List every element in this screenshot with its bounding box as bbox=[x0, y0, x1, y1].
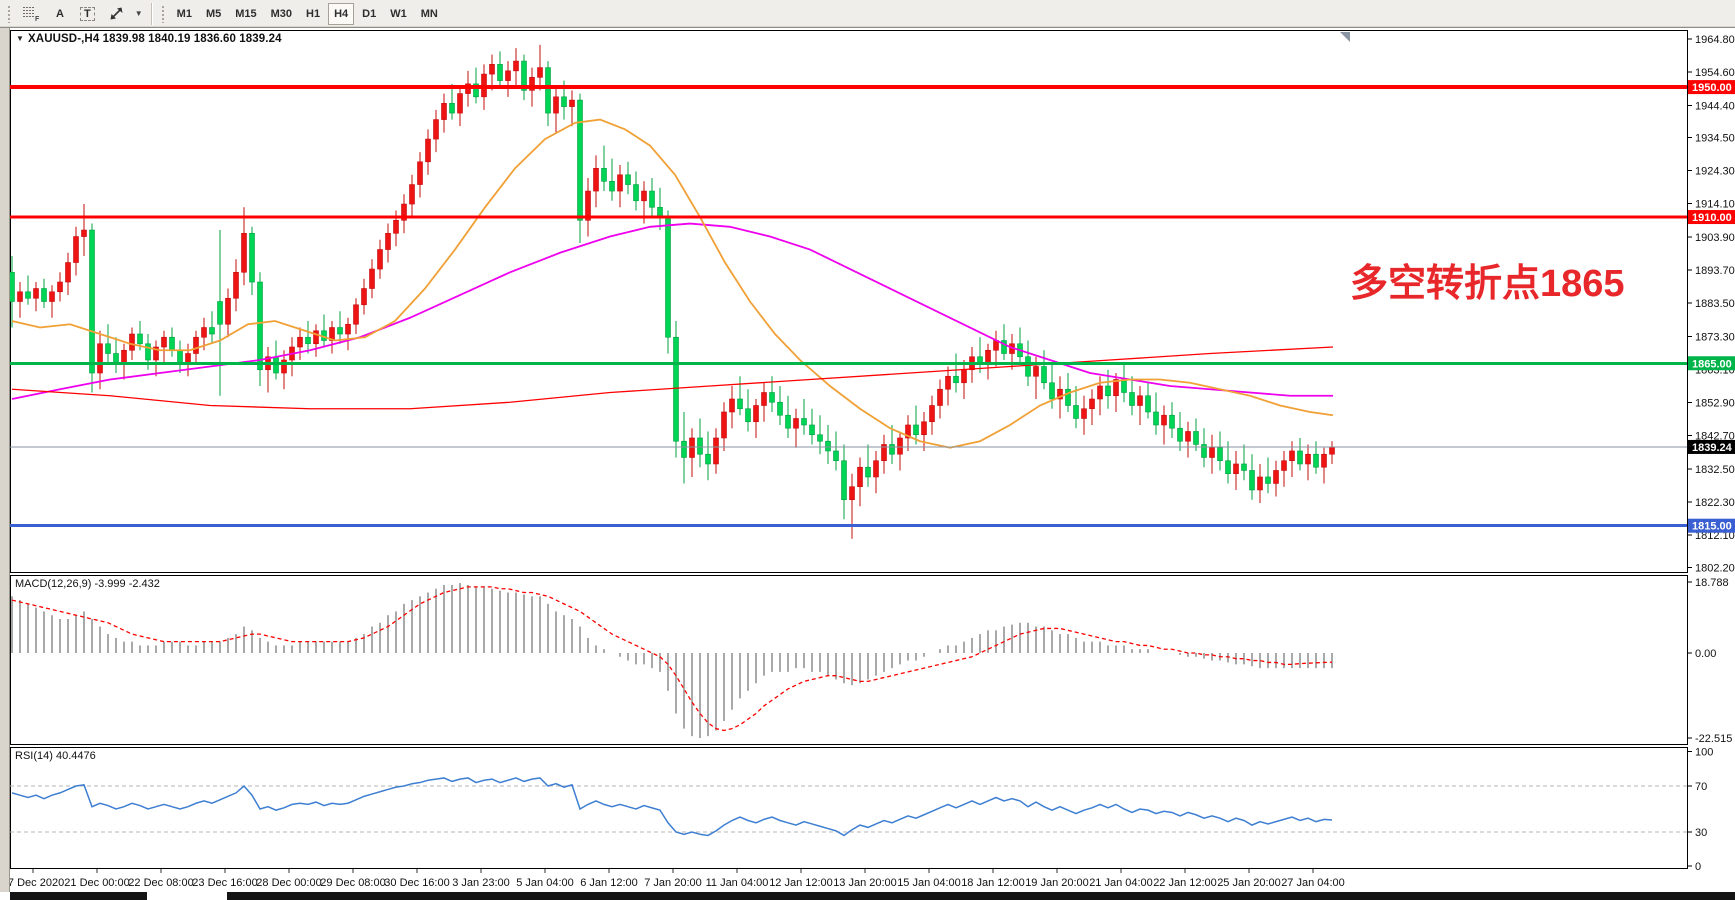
svg-text:0: 0 bbox=[1695, 861, 1701, 873]
taskbar-sliver-left bbox=[10, 892, 147, 900]
svg-text:17 Dec 2020: 17 Dec 2020 bbox=[10, 877, 64, 889]
timeframe-mn-button[interactable]: MN bbox=[415, 3, 444, 25]
toolbar-grip[interactable] bbox=[160, 4, 166, 23]
svg-text:15 Jan 04:00: 15 Jan 04:00 bbox=[897, 877, 961, 889]
text-box-tool-button[interactable]: T bbox=[74, 3, 101, 25]
arrows-dropdown-button[interactable]: ▼ bbox=[132, 3, 146, 25]
timeframe-h4-button[interactable]: H4 bbox=[328, 2, 355, 25]
svg-text:1903.90: 1903.90 bbox=[1695, 232, 1735, 244]
svg-text:13 Jan 20:00: 13 Jan 20:00 bbox=[833, 877, 897, 889]
window-left-edge bbox=[0, 28, 10, 892]
svg-text:21 Dec 00:00: 21 Dec 00:00 bbox=[64, 877, 129, 889]
taskbar-sliver-right bbox=[227, 892, 1735, 900]
svg-text:0.00: 0.00 bbox=[1695, 648, 1716, 660]
svg-text:27 Jan 04:00: 27 Jan 04:00 bbox=[1281, 877, 1345, 889]
toolbar-grip[interactable] bbox=[7, 4, 12, 23]
svg-text:1914.10: 1914.10 bbox=[1695, 199, 1735, 211]
svg-text:1802.20: 1802.20 bbox=[1695, 562, 1735, 574]
timeframe-m30-button[interactable]: M30 bbox=[265, 3, 298, 25]
svg-text:18 Jan 12:00: 18 Jan 12:00 bbox=[961, 877, 1025, 889]
svg-text:30: 30 bbox=[1695, 827, 1707, 839]
svg-text:12 Jan 12:00: 12 Jan 12:00 bbox=[769, 877, 833, 889]
text-box-icon: T bbox=[80, 6, 95, 21]
svg-text:1842.70: 1842.70 bbox=[1695, 431, 1735, 443]
svg-text:1950.00: 1950.00 bbox=[1692, 82, 1732, 94]
svg-text:70: 70 bbox=[1695, 781, 1707, 793]
timeframe-w1-button[interactable]: W1 bbox=[384, 3, 413, 25]
chart-canvas[interactable]: 1964.80 1954.60 1944.40 1934.50 1924.30 1914.… bbox=[10, 28, 1735, 892]
svg-text:1954.60: 1954.60 bbox=[1695, 67, 1735, 79]
svg-text:30 Dec 16:00: 30 Dec 16:00 bbox=[384, 877, 449, 889]
svg-text:1924.30: 1924.30 bbox=[1695, 166, 1735, 178]
svg-text:1822.30: 1822.30 bbox=[1695, 497, 1735, 509]
chevron-down-icon: ▼ bbox=[134, 9, 143, 18]
svg-text:11 Jan 04:00: 11 Jan 04:00 bbox=[706, 877, 769, 889]
toolbar-separator bbox=[150, 2, 153, 25]
dotted-grid-icon: F bbox=[23, 7, 40, 21]
arrows-tool-button[interactable] bbox=[103, 3, 130, 25]
svg-text:1812.10: 1812.10 bbox=[1695, 530, 1735, 542]
timeframe-m1-button[interactable]: M1 bbox=[171, 3, 198, 25]
svg-text:6 Jan 12:00: 6 Jan 12:00 bbox=[580, 877, 638, 889]
svg-text:F: F bbox=[35, 16, 40, 21]
svg-text:1815.00: 1815.00 bbox=[1692, 521, 1732, 533]
svg-text:100: 100 bbox=[1695, 747, 1713, 759]
svg-text:22 Dec 08:00: 22 Dec 08:00 bbox=[128, 877, 193, 889]
svg-text:23 Dec 16:00: 23 Dec 16:00 bbox=[192, 877, 257, 889]
svg-text:1910.00: 1910.00 bbox=[1692, 212, 1732, 224]
svg-text:1883.50: 1883.50 bbox=[1695, 298, 1735, 310]
timeframe-h1-button[interactable]: H1 bbox=[300, 3, 326, 25]
svg-text:21 Jan 04:00: 21 Jan 04:00 bbox=[1089, 877, 1153, 889]
svg-text:1839.24: 1839.24 bbox=[1692, 442, 1733, 454]
svg-text:3 Jan 23:00: 3 Jan 23:00 bbox=[452, 877, 510, 889]
svg-text:1964.80: 1964.80 bbox=[1695, 34, 1735, 46]
svg-text:22 Jan 12:00: 22 Jan 12:00 bbox=[1153, 877, 1217, 889]
svg-text:-22.515: -22.515 bbox=[1695, 733, 1732, 745]
svg-text:18.788: 18.788 bbox=[1695, 577, 1729, 589]
svg-text:25 Jan 20:00: 25 Jan 20:00 bbox=[1217, 877, 1281, 889]
svg-text:7 Jan 20:00: 7 Jan 20:00 bbox=[644, 877, 702, 889]
toolbar: F A T ▼ M1 M5 M15 M30 H1 H4 D1 W1 MN bbox=[0, 0, 1735, 28]
text-label-tool-button[interactable]: A bbox=[48, 3, 72, 25]
svg-text:1852.90: 1852.90 bbox=[1695, 398, 1735, 410]
svg-text:1873.30: 1873.30 bbox=[1695, 331, 1735, 343]
svg-text:1934.50: 1934.50 bbox=[1695, 132, 1735, 144]
timeframe-m15-button[interactable]: M15 bbox=[229, 3, 262, 25]
svg-text:19 Jan 20:00: 19 Jan 20:00 bbox=[1025, 877, 1089, 889]
svg-text:1944.40: 1944.40 bbox=[1695, 100, 1735, 112]
svg-text:28 Dec 00:00: 28 Dec 00:00 bbox=[256, 877, 321, 889]
timeframe-m5-button[interactable]: M5 bbox=[200, 3, 227, 25]
svg-text:29 Dec 08:00: 29 Dec 08:00 bbox=[320, 877, 385, 889]
svg-text:5 Jan 04:00: 5 Jan 04:00 bbox=[516, 877, 574, 889]
svg-text:1865.00: 1865.00 bbox=[1692, 358, 1732, 370]
svg-text:1893.70: 1893.70 bbox=[1695, 265, 1735, 277]
grid-template-tool-button[interactable]: F bbox=[17, 3, 46, 25]
text-a-icon: A bbox=[56, 7, 64, 20]
timeframe-d1-button[interactable]: D1 bbox=[356, 3, 382, 25]
arrows-icon bbox=[110, 7, 123, 20]
svg-text:1832.50: 1832.50 bbox=[1695, 464, 1735, 476]
